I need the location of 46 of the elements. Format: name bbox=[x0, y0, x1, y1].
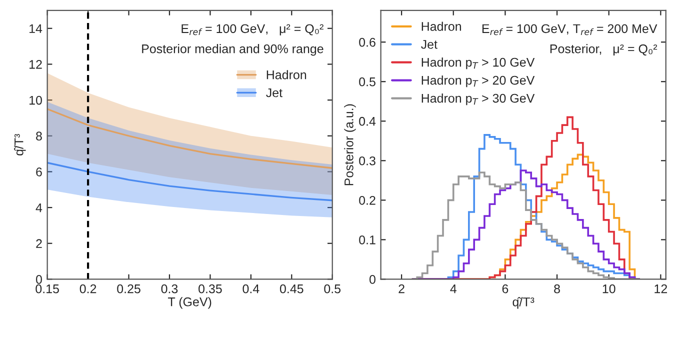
annotation: Posterior, μ² = Q₀² bbox=[550, 44, 658, 56]
y-tick-label: 10 bbox=[30, 96, 42, 105]
y-tick-label: 14 bbox=[30, 24, 42, 33]
annotation: E$_{ref}$ = 100 GeV, T$_{ref}$ = 200 MeV bbox=[482, 24, 658, 36]
y-tick-label: 0.5 bbox=[359, 77, 376, 86]
x-tick-label: 4 bbox=[450, 284, 456, 294]
x-tick-label: 0.15 bbox=[36, 284, 59, 294]
y-tick-label: 6 bbox=[36, 168, 42, 176]
y-tick-label: 0.1 bbox=[359, 235, 376, 244]
x-tick-label: 2 bbox=[398, 284, 404, 294]
legend-label: Hadron p$_{T}$ > 30 GeV bbox=[422, 94, 535, 106]
annotation: E$_{ref}$ = 100 GeV, μ² = Q₀² bbox=[182, 24, 324, 36]
x-tick-label: 0.2 bbox=[80, 284, 96, 294]
x-tick-label: 0.45 bbox=[280, 284, 304, 294]
legend-label: Jet bbox=[266, 88, 282, 98]
y-tick-label: 0.2 bbox=[359, 196, 376, 205]
x-tick-label: 0.3 bbox=[161, 284, 178, 294]
legend-label: Hadron p$_{T}$ > 20 GeV bbox=[422, 76, 535, 88]
y-axis-title: q̂/T³ bbox=[14, 134, 26, 156]
x-tick-label: 0.25 bbox=[117, 284, 140, 294]
x-axis-title: q̂/T³ bbox=[512, 297, 534, 309]
annotation: Posterior median and 90% range bbox=[142, 44, 324, 56]
x-axis-title: T (GeV) bbox=[168, 297, 212, 309]
y-tick-label: 2 bbox=[36, 239, 42, 248]
x-tick-label: 6 bbox=[502, 284, 508, 294]
y-tick-label: 12 bbox=[30, 60, 42, 69]
x-tick-label: 10 bbox=[602, 284, 616, 294]
x-tick-label: 0.5 bbox=[324, 284, 341, 294]
x-tick-label: 12 bbox=[654, 284, 667, 294]
legend-label: Jet bbox=[421, 40, 438, 49]
y-tick-label: 8 bbox=[36, 132, 42, 141]
x-tick-label: 0.4 bbox=[242, 284, 260, 294]
y-tick-label: 0 bbox=[369, 275, 376, 284]
line-series bbox=[47, 108, 332, 169]
y-tick-label: 4 bbox=[36, 203, 42, 212]
legend-label: Hadron p$_{T}$ > 10 GeV bbox=[422, 58, 535, 70]
y-tick-label: 0 bbox=[36, 275, 42, 284]
x-tick-label: 0.35 bbox=[198, 284, 222, 294]
x-tick-label: 8 bbox=[554, 284, 560, 294]
legend-label: Hadron bbox=[422, 22, 462, 31]
y-axis-title: Posterior (a.u.) bbox=[344, 104, 356, 186]
legend-label: Hadron bbox=[266, 70, 306, 80]
y-tick-label: 0.4 bbox=[359, 116, 376, 126]
y-tick-label: 0.3 bbox=[359, 156, 376, 166]
line-series bbox=[47, 162, 332, 202]
y-tick-label: 0.6 bbox=[359, 38, 376, 47]
